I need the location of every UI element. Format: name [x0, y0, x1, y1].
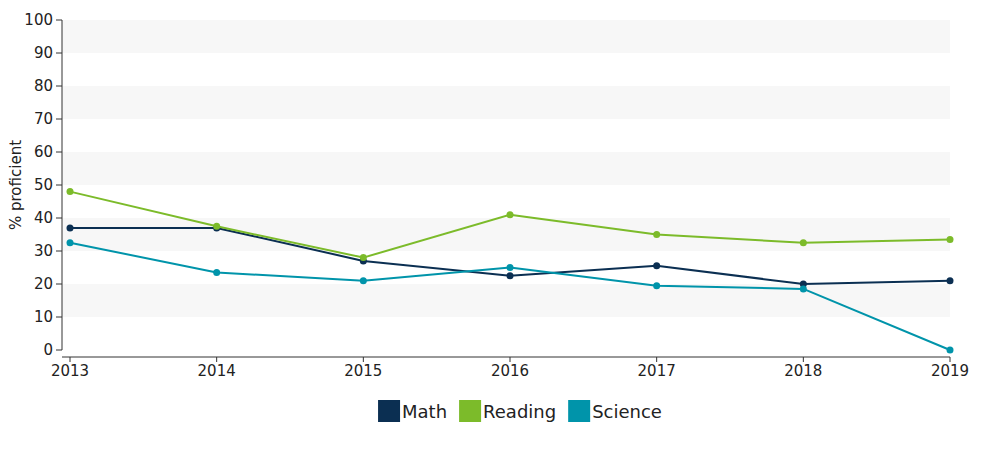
y-tick — [56, 119, 62, 120]
legend-swatch — [378, 400, 400, 422]
x-tick-label: 2017 — [638, 362, 676, 380]
y-tick — [56, 317, 62, 318]
x-tick-label: 2018 — [784, 362, 822, 380]
y-tick — [56, 53, 62, 54]
series-marker — [507, 264, 514, 271]
series-line — [70, 228, 950, 284]
y-axis-label: % proficient — [7, 140, 25, 230]
series-marker — [507, 272, 514, 279]
y-tick-label: 90 — [34, 44, 53, 62]
grid-band — [62, 86, 950, 119]
legend-swatch — [459, 400, 481, 422]
y-tick-label: 10 — [34, 308, 53, 326]
grid-band — [62, 20, 950, 53]
series-marker — [67, 188, 74, 195]
series-marker — [360, 254, 367, 261]
y-tick — [56, 20, 62, 21]
y-tick — [56, 218, 62, 219]
series-marker — [507, 211, 514, 218]
y-tick-label: 30 — [34, 242, 53, 260]
y-tick-label: 80 — [34, 77, 53, 95]
x-tick-label: 2014 — [198, 362, 236, 380]
series-marker — [947, 236, 954, 243]
y-tick-label: 50 — [34, 176, 53, 194]
y-tick-label: 60 — [34, 143, 53, 161]
series-marker — [800, 239, 807, 246]
y-tick — [56, 350, 62, 351]
series-marker — [653, 231, 660, 238]
legend-label: Math — [402, 401, 447, 422]
grid-band — [62, 152, 950, 185]
y-tick — [56, 185, 62, 186]
legend: Math Reading Science — [378, 400, 662, 422]
x-tick-label: 2016 — [491, 362, 529, 380]
legend-label: Reading — [483, 401, 556, 422]
legend-label: Science — [592, 401, 662, 422]
series-marker — [653, 262, 660, 269]
series-line — [70, 243, 950, 350]
y-tick — [56, 152, 62, 153]
series-marker — [213, 223, 220, 230]
legend-swatch — [568, 400, 590, 422]
grid-band — [62, 284, 950, 317]
x-tick-label: 2019 — [931, 362, 969, 380]
plot-area — [67, 188, 954, 353]
series-marker — [947, 347, 954, 354]
series-marker — [653, 282, 660, 289]
series-marker — [67, 224, 74, 231]
y-tick — [56, 284, 62, 285]
x-tick-label: 2015 — [344, 362, 382, 380]
series-marker — [360, 277, 367, 284]
grid-band — [62, 218, 950, 251]
chart: 0 10 20 30 40 50 60 70 80 90 100 % proficient 2013 20… — [0, 0, 1000, 450]
y-tick-label: 40 — [34, 209, 53, 227]
series-marker — [213, 269, 220, 276]
y-tick-label: 70 — [34, 110, 53, 128]
y-tick-label: 20 — [34, 275, 53, 293]
y-tick-label: 100 — [24, 11, 53, 29]
series-marker — [800, 285, 807, 292]
y-tick — [56, 251, 62, 252]
series-marker — [947, 277, 954, 284]
series-line — [70, 192, 950, 258]
y-tick — [56, 86, 62, 87]
series-marker — [67, 239, 74, 246]
x-tick-label: 2013 — [51, 362, 89, 380]
y-tick-label: 0 — [43, 341, 53, 359]
x-axis — [62, 357, 950, 358]
